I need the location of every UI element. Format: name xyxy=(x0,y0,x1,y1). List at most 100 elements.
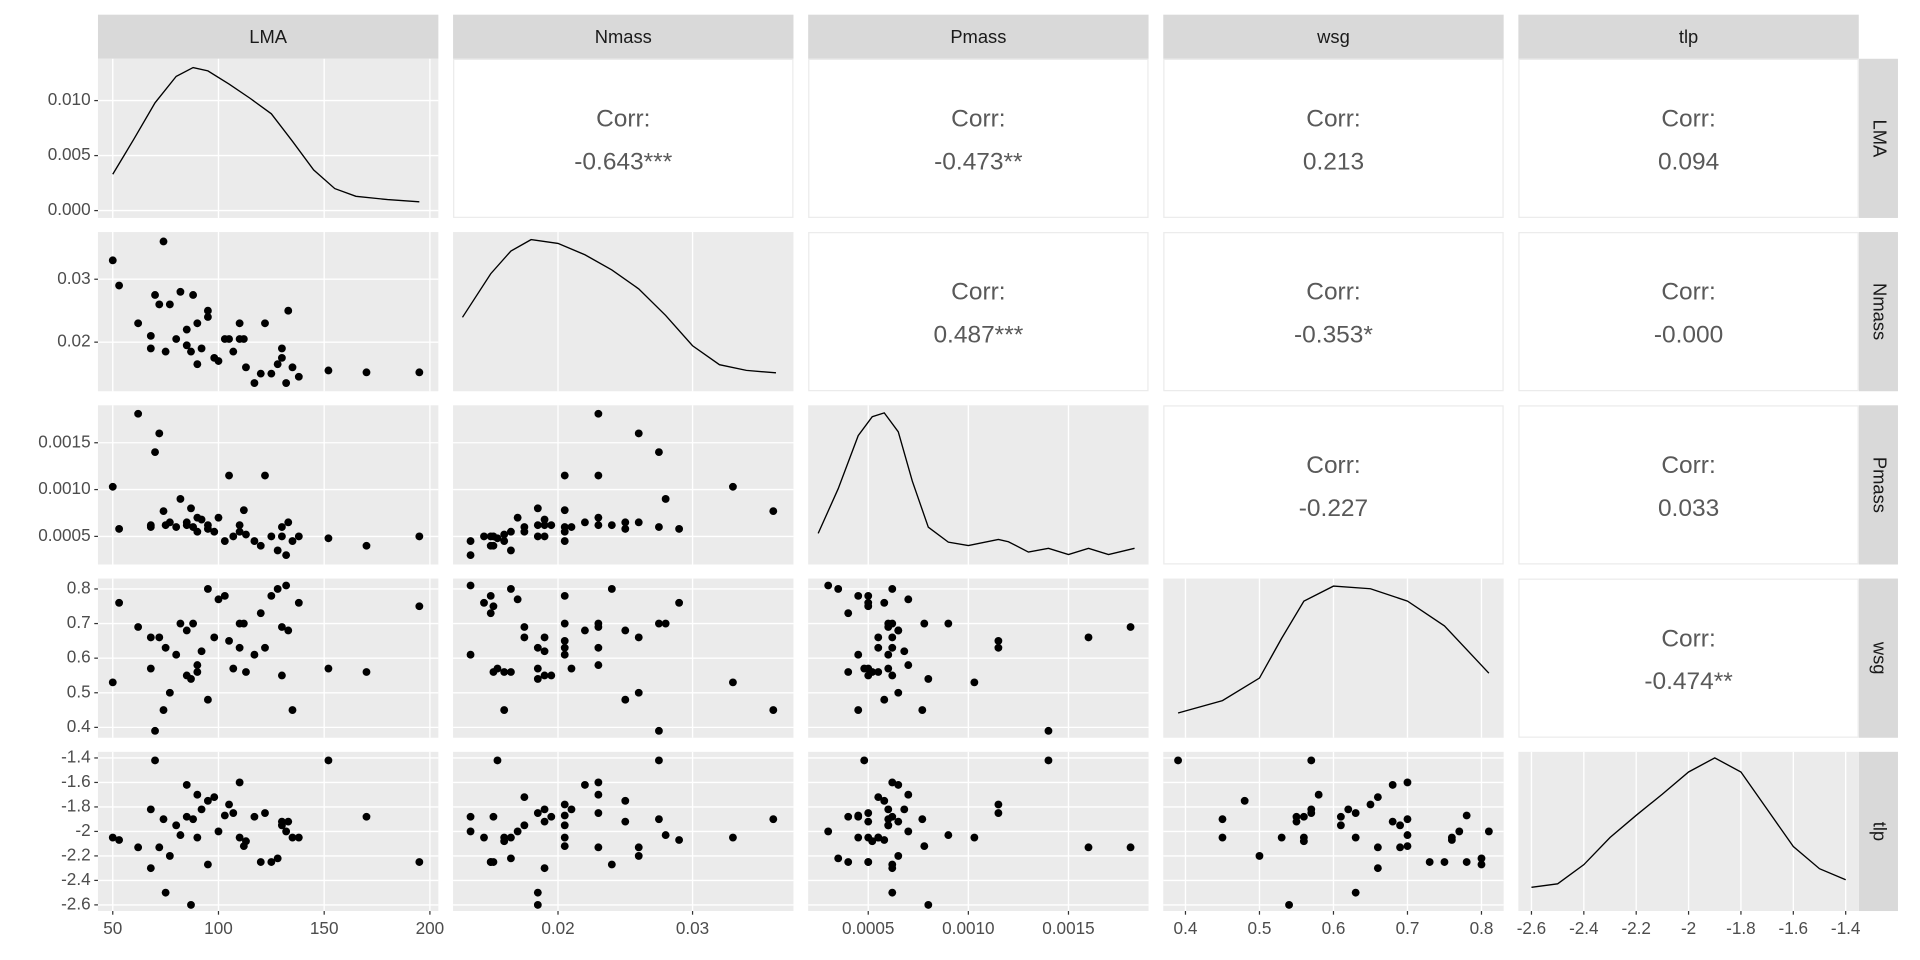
point xyxy=(560,800,569,809)
point xyxy=(854,650,863,659)
point xyxy=(282,581,291,590)
point xyxy=(533,532,542,541)
point xyxy=(203,860,212,869)
point xyxy=(155,429,164,438)
corr-title: Corr: xyxy=(951,279,1005,306)
point xyxy=(513,827,522,836)
point xyxy=(560,636,569,645)
point xyxy=(1126,623,1135,631)
y-tick-label: -1.6 xyxy=(61,771,91,791)
point xyxy=(108,482,117,491)
corr-title: Corr: xyxy=(1306,105,1360,132)
point xyxy=(1403,778,1412,787)
point xyxy=(520,793,529,802)
point xyxy=(282,379,291,387)
point xyxy=(1174,756,1182,765)
corr-panel xyxy=(1518,405,1859,565)
point xyxy=(165,518,174,527)
point xyxy=(466,581,475,590)
point xyxy=(220,591,229,600)
point xyxy=(560,833,569,842)
point xyxy=(594,661,603,670)
point xyxy=(884,623,893,631)
point xyxy=(655,619,663,628)
point xyxy=(834,585,843,593)
point xyxy=(155,300,164,309)
point xyxy=(607,860,616,869)
point xyxy=(242,668,250,676)
point xyxy=(225,636,233,645)
corr-title: Corr: xyxy=(951,105,1005,132)
point xyxy=(888,778,897,787)
point xyxy=(187,675,195,683)
point xyxy=(277,532,286,541)
point xyxy=(661,495,670,503)
strip-label: Nmass xyxy=(1870,283,1891,340)
point xyxy=(277,344,286,353)
point xyxy=(506,668,515,676)
point xyxy=(1462,811,1471,820)
point xyxy=(844,858,853,866)
point xyxy=(415,602,424,611)
point xyxy=(256,858,265,866)
point xyxy=(1396,843,1404,852)
point xyxy=(874,633,883,642)
point xyxy=(904,661,913,670)
point xyxy=(1403,842,1412,851)
point xyxy=(159,706,168,714)
point xyxy=(533,643,542,652)
point xyxy=(115,598,124,607)
point xyxy=(267,591,276,600)
point xyxy=(560,821,569,830)
point xyxy=(235,521,244,530)
y-tick-label: 0.0005 xyxy=(38,525,90,545)
point xyxy=(489,532,498,541)
point xyxy=(161,888,170,897)
point xyxy=(155,633,164,642)
point xyxy=(594,843,603,852)
x-tick-label: -2.4 xyxy=(1569,918,1599,938)
x-tick-label: -1.6 xyxy=(1779,918,1809,938)
point xyxy=(860,664,869,673)
point xyxy=(1440,858,1449,866)
point xyxy=(161,643,170,652)
corr-panel xyxy=(1518,578,1859,738)
x-tick-label: 0.0010 xyxy=(942,918,994,938)
point xyxy=(1285,900,1293,909)
density-line xyxy=(461,238,777,374)
point xyxy=(159,507,168,516)
point xyxy=(970,833,979,842)
x-tick-label: 0.8 xyxy=(1470,918,1494,938)
point xyxy=(108,833,117,842)
point xyxy=(513,513,522,522)
point xyxy=(655,523,663,531)
point xyxy=(844,812,853,821)
corr-panel xyxy=(808,58,1149,218)
point xyxy=(284,626,293,635)
point xyxy=(1351,888,1360,897)
point xyxy=(1447,833,1456,842)
point xyxy=(500,833,509,842)
point xyxy=(1299,812,1308,821)
point xyxy=(1314,790,1323,799)
y-tick-label: 0.005 xyxy=(48,144,91,164)
y-tick-label: -2.6 xyxy=(61,893,91,913)
corr-value: 0.033 xyxy=(1658,495,1719,522)
point xyxy=(864,817,873,826)
panel-background xyxy=(453,232,794,392)
x-tick-label: -2 xyxy=(1681,918,1696,938)
point xyxy=(210,793,219,802)
top-strip xyxy=(97,14,439,59)
point xyxy=(324,756,333,765)
point xyxy=(864,833,873,842)
point xyxy=(197,344,206,353)
point xyxy=(675,836,684,844)
y-tick-label: 0.7 xyxy=(67,612,91,632)
point xyxy=(165,300,174,309)
point xyxy=(1255,852,1264,860)
point xyxy=(884,664,893,673)
point xyxy=(261,809,269,817)
strip-label: wsg xyxy=(1316,26,1350,47)
point xyxy=(415,532,424,541)
